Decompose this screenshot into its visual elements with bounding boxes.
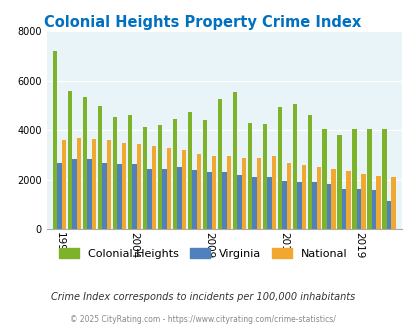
Bar [307, 115, 311, 229]
Bar [162, 169, 166, 229]
Bar [262, 124, 266, 229]
Bar [226, 156, 230, 229]
Bar [266, 178, 271, 229]
Bar [122, 143, 126, 229]
Bar [252, 178, 256, 229]
Bar [232, 92, 237, 229]
Bar [107, 140, 111, 229]
Text: Colonial Heights Property Crime Index: Colonial Heights Property Crime Index [44, 15, 361, 30]
Bar [187, 112, 192, 229]
Bar [337, 135, 341, 229]
Bar [98, 106, 102, 229]
Bar [301, 165, 305, 229]
Bar [142, 127, 147, 229]
Bar [352, 129, 356, 229]
Bar [112, 117, 117, 229]
Bar [172, 119, 177, 229]
Bar [102, 162, 107, 229]
Bar [177, 168, 181, 229]
Bar [222, 172, 226, 229]
Bar [53, 51, 57, 229]
Bar [151, 147, 156, 229]
Bar [390, 178, 395, 229]
Bar [277, 107, 281, 229]
Bar [382, 129, 386, 229]
Bar [367, 129, 371, 229]
Bar [386, 201, 390, 229]
Bar [147, 169, 151, 229]
Bar [211, 156, 215, 229]
Text: © 2025 CityRating.com - https://www.cityrating.com/crime-statistics/: © 2025 CityRating.com - https://www.city… [70, 315, 335, 324]
Bar [68, 91, 72, 229]
Bar [356, 188, 360, 229]
Bar [157, 125, 162, 229]
Bar [256, 157, 260, 229]
Bar [360, 174, 365, 229]
Bar [311, 182, 316, 229]
Bar [87, 159, 92, 229]
Legend: Colonial Heights, Virginia, National: Colonial Heights, Virginia, National [54, 244, 351, 263]
Bar [341, 188, 345, 229]
Bar [217, 99, 222, 229]
Bar [166, 148, 171, 229]
Bar [330, 169, 335, 229]
Bar [281, 181, 286, 229]
Bar [83, 97, 87, 229]
Bar [241, 157, 245, 229]
Bar [192, 170, 196, 229]
Bar [326, 183, 330, 229]
Bar [286, 162, 290, 229]
Bar [62, 140, 66, 229]
Bar [322, 129, 326, 229]
Bar [72, 159, 77, 229]
Bar [196, 154, 200, 229]
Bar [136, 144, 141, 229]
Bar [371, 190, 375, 229]
Bar [202, 120, 207, 229]
Bar [132, 164, 136, 229]
Bar [296, 182, 301, 229]
Bar [271, 156, 275, 229]
Text: Crime Index corresponds to incidents per 100,000 inhabitants: Crime Index corresponds to incidents per… [51, 292, 354, 302]
Bar [237, 175, 241, 229]
Bar [292, 104, 296, 229]
Bar [77, 138, 81, 229]
Bar [127, 115, 132, 229]
Bar [316, 168, 320, 229]
Bar [92, 139, 96, 229]
Bar [181, 150, 185, 229]
Bar [117, 164, 121, 229]
Bar [345, 171, 350, 229]
Bar [247, 123, 252, 229]
Bar [375, 176, 380, 229]
Bar [57, 162, 62, 229]
Bar [207, 172, 211, 229]
